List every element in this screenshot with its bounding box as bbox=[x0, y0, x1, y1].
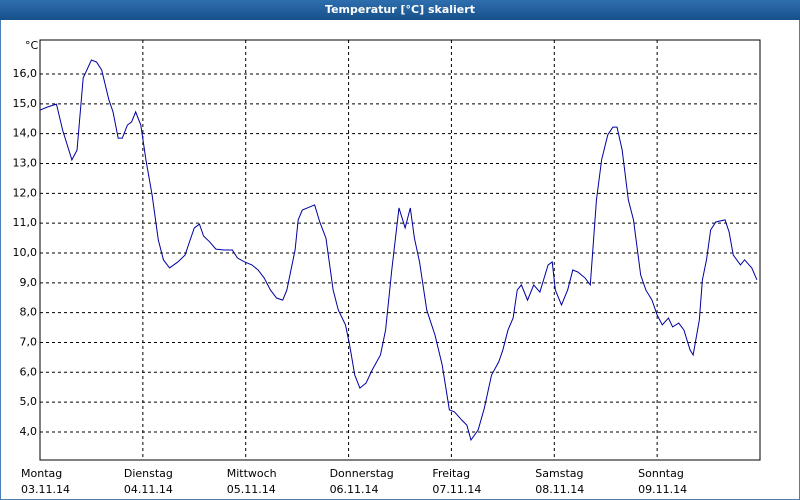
y-tick-label: 10,0 bbox=[13, 246, 38, 259]
x-tick-label: Freitag bbox=[432, 467, 470, 480]
title-bar bbox=[0, 0, 800, 20]
x-tick-date: 09.11.14 bbox=[638, 483, 687, 496]
chart-title: Temperatur [°C] skaliert bbox=[325, 3, 475, 16]
y-tick-label: 14,0 bbox=[13, 127, 38, 140]
x-tick-label: Montag bbox=[21, 467, 62, 480]
x-tick-label: Donnerstag bbox=[330, 467, 394, 480]
y-axis-unit: °C bbox=[25, 39, 39, 52]
x-tick-date: 04.11.14 bbox=[124, 483, 173, 496]
y-tick-label: 16,0 bbox=[13, 67, 38, 80]
x-tick-label: Mittwoch bbox=[227, 467, 277, 480]
x-tick-date: 06.11.14 bbox=[330, 483, 379, 496]
x-tick-date: 05.11.14 bbox=[227, 483, 276, 496]
y-tick-label: 5,0 bbox=[20, 395, 38, 408]
x-tick-label: Samstag bbox=[535, 467, 583, 480]
x-tick-date: 08.11.14 bbox=[535, 483, 584, 496]
y-tick-label: 4,0 bbox=[20, 425, 38, 438]
y-tick-label: 7,0 bbox=[20, 335, 38, 348]
temperature-line bbox=[39, 59, 758, 442]
x-tick-date: 07.11.14 bbox=[432, 483, 481, 496]
y-tick-label: 12,0 bbox=[13, 186, 38, 199]
x-tick-date: 03.11.14 bbox=[21, 483, 70, 496]
y-tick-label: 6,0 bbox=[20, 365, 38, 378]
y-tick-label: 8,0 bbox=[20, 306, 38, 319]
y-tick-label: 11,0 bbox=[13, 216, 38, 229]
y-tick-label: 9,0 bbox=[20, 276, 38, 289]
y-tick-label: 13,0 bbox=[13, 156, 38, 169]
plot-area bbox=[39, 39, 761, 461]
x-tick-label: Dienstag bbox=[124, 467, 173, 480]
x-tick-label: Sonntag bbox=[638, 467, 684, 480]
y-tick-label: 15,0 bbox=[13, 97, 38, 110]
